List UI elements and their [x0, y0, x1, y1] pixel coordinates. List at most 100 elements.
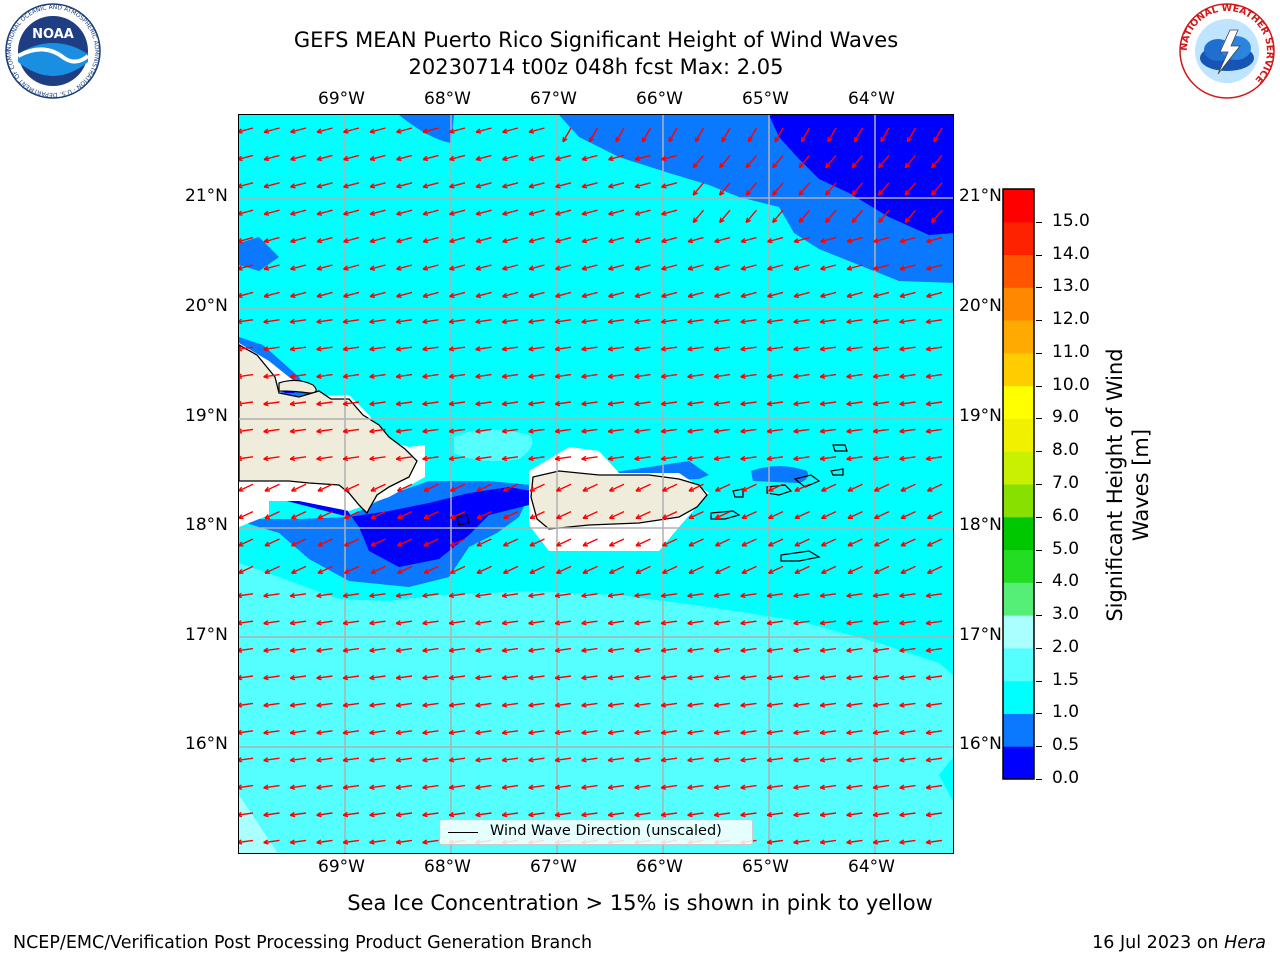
wave-direction-arrowhead — [713, 403, 720, 407]
wave-direction-arrow — [475, 291, 492, 298]
wave-direction-arrowhead — [239, 787, 243, 790]
wave-direction-arrow — [502, 346, 519, 351]
wave-direction-arrow — [502, 702, 519, 707]
wave-direction-arrowhead — [342, 704, 349, 708]
wave-direction-arrow — [740, 757, 757, 762]
wave-direction-arrowhead — [581, 650, 587, 653]
wave-direction-arrow — [745, 209, 758, 223]
wave-direction-arrow — [263, 702, 280, 707]
wave-direction-arrow — [556, 538, 572, 547]
wave-direction-arrowhead — [925, 814, 932, 818]
wave-direction-arrow — [692, 154, 705, 169]
wave-direction-arrow — [820, 757, 837, 762]
wave-direction-arrow — [688, 510, 704, 519]
wave-direction-arrowhead — [449, 158, 455, 162]
wave-direction-arrow — [263, 127, 280, 133]
wave-direction-arrowhead — [475, 131, 482, 134]
wave-direction-arrowhead — [263, 732, 269, 736]
lon-label-bottom: 66°W — [636, 857, 683, 877]
colorbar-tick-mark — [1036, 418, 1042, 420]
wave-direction-arrowhead — [899, 376, 905, 379]
wave-direction-arrowhead — [528, 131, 535, 134]
wave-direction-arrow — [661, 236, 678, 243]
wave-direction-arrow — [687, 757, 704, 762]
wave-direction-arrow — [926, 839, 943, 844]
wave-direction-arrow — [239, 510, 254, 519]
wave-direction-arrow — [878, 182, 890, 196]
wave-direction-arrow — [582, 510, 598, 519]
wave-direction-arrowhead — [607, 348, 614, 352]
wave-direction-arrow — [291, 510, 307, 519]
wave-direction-arrow — [608, 182, 625, 188]
wave-direction-arrow — [798, 154, 811, 169]
wave-direction-arrow — [502, 373, 519, 378]
colorbar-tick-mark — [1036, 549, 1042, 551]
wave-direction-arrowhead — [660, 430, 667, 434]
wave-direction-arrow — [263, 675, 280, 679]
wave-direction-arrowhead — [239, 241, 243, 244]
colorbar-tick-mark — [1036, 352, 1042, 354]
wave-direction-arrow — [721, 127, 731, 143]
wave-direction-arrow — [767, 236, 784, 243]
wave-direction-arrowhead — [316, 213, 323, 216]
wave-direction-arrowhead — [290, 213, 296, 216]
wave-direction-arrow — [687, 291, 704, 298]
wave-direction-arrow — [396, 291, 413, 298]
wave-direction-arrowhead — [422, 295, 429, 299]
wave-direction-arrowhead — [449, 268, 455, 271]
wave-direction-arrow — [768, 565, 784, 574]
wave-direction-arrowhead — [475, 321, 481, 325]
wave-direction-arrow — [820, 319, 837, 323]
wave-direction-arrow — [714, 428, 731, 433]
wave-direction-arrowhead — [925, 595, 932, 599]
wave-direction-arrowhead — [581, 376, 587, 379]
wave-direction-arrow — [475, 428, 492, 433]
colorbar-tick-mark — [1036, 713, 1042, 715]
wave-direction-arrow — [873, 264, 890, 270]
wave-direction-arrow — [793, 236, 810, 243]
wave-direction-arrow — [449, 456, 466, 460]
wave-direction-arrowhead — [581, 704, 587, 708]
wave-direction-arrowhead — [554, 321, 561, 325]
wave-direction-arrowhead — [819, 650, 826, 653]
wave-direction-arrow — [880, 127, 890, 143]
wave-direction-arrowhead — [846, 458, 852, 462]
wave-direction-arrow — [926, 730, 943, 734]
wave-direction-arrowhead — [342, 376, 349, 379]
wave-direction-arrow — [926, 675, 943, 679]
wave-direction-arrowhead — [501, 348, 508, 352]
wave-direction-arrow — [290, 675, 307, 679]
wave-direction-arrowhead — [740, 268, 747, 271]
wave-direction-arrowhead — [239, 757, 242, 761]
wave-direction-arrow — [290, 702, 307, 707]
colorbar-tick-mark — [1036, 779, 1042, 780]
wave-direction-arrowhead — [343, 186, 349, 189]
wave-direction-arrow — [422, 182, 439, 188]
wave-direction-arrowhead — [448, 704, 455, 708]
wave-direction-arrowhead — [745, 164, 752, 169]
wave-direction-arrowhead — [660, 704, 667, 708]
wave-direction-arrow — [528, 702, 545, 707]
wave-direction-arrow — [449, 675, 466, 679]
wave-direction-arrowhead — [501, 595, 508, 599]
wave-direction-arrow — [793, 812, 810, 816]
wave-direction-arrow — [369, 373, 386, 378]
wave-direction-arrow — [767, 784, 784, 789]
wave-direction-arrowhead — [793, 430, 799, 434]
wave-direction-arrowhead — [396, 186, 402, 189]
wave-direction-arrowhead — [239, 729, 242, 733]
wave-direction-arrowhead — [369, 430, 375, 434]
wave-direction-arrow — [343, 346, 360, 351]
wave-direction-arrow — [239, 675, 254, 679]
colorbar-tick-label: 15.0 — [1052, 210, 1090, 231]
wave-direction-arrowhead — [316, 158, 323, 162]
wave-direction-arrow — [820, 730, 837, 734]
wave-direction-arrowhead — [634, 213, 641, 216]
wave-direction-arrowhead — [263, 376, 269, 379]
wave-direction-arrow — [369, 784, 386, 789]
wave-direction-arrowhead — [607, 704, 614, 708]
wave-direction-arrowhead — [289, 759, 296, 763]
wave-direction-arrowhead — [263, 348, 269, 352]
wave-direction-arrowhead — [448, 650, 455, 653]
wave-direction-arrowhead — [395, 814, 402, 818]
